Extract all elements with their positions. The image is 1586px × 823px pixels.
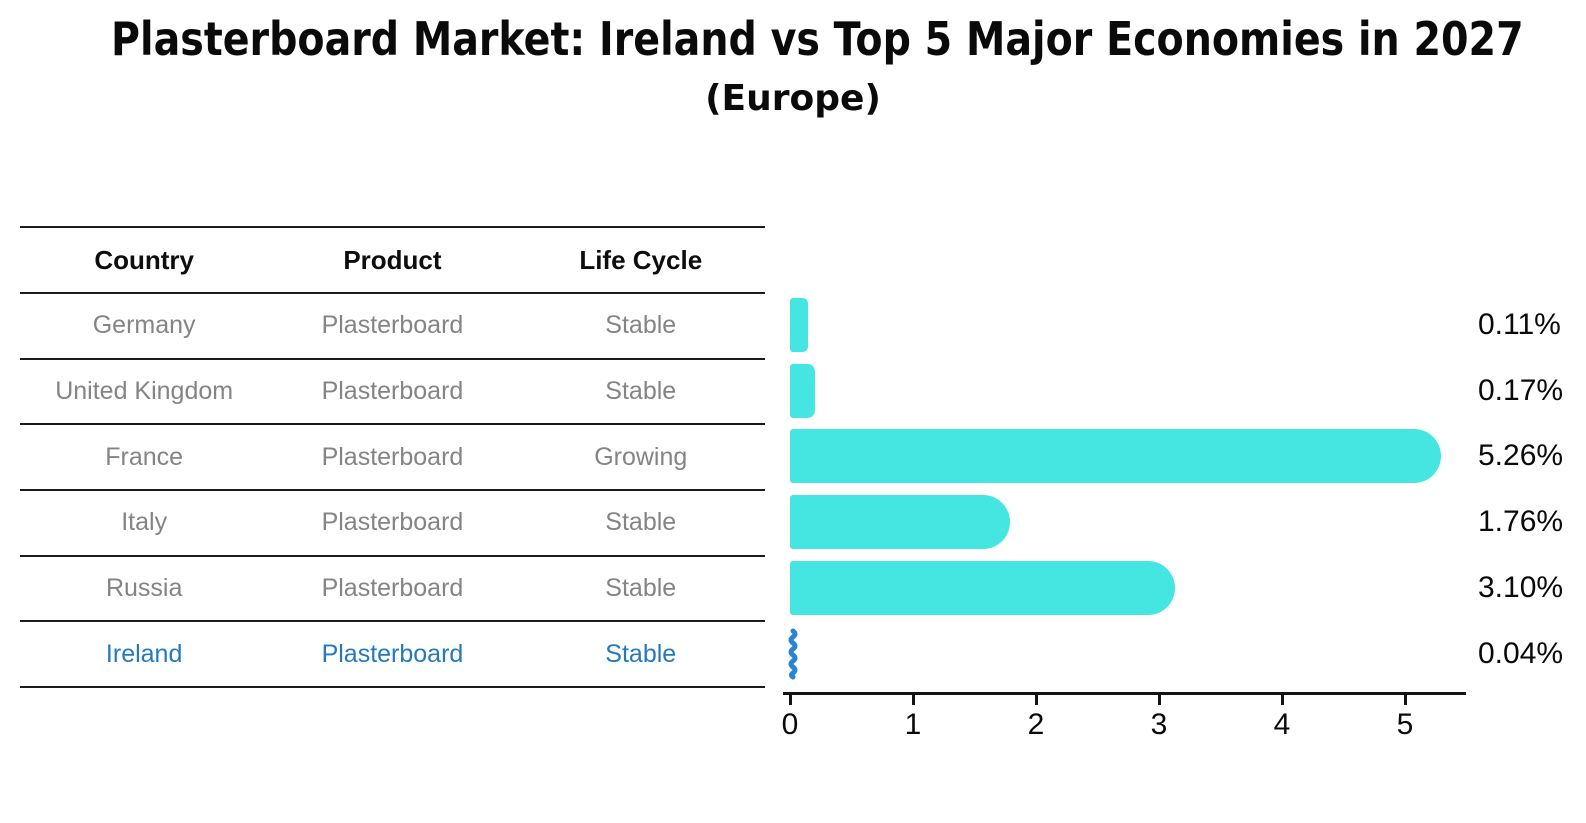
value-label-ireland: 0.04% [1478, 636, 1564, 670]
x-tick-label-0: 0 [781, 708, 799, 741]
bar-france [790, 429, 1441, 484]
table-header-product: Product [343, 244, 442, 275]
table-header-life-cycle: Life Cycle [579, 244, 703, 275]
table-row-france: France Plasterboard Growing [20, 425, 765, 492]
product-cell: Plasterboard [321, 377, 464, 406]
life-cycle-cell: Growing [594, 442, 688, 471]
table-row-russia: Russia Plasterboard Stable [20, 557, 765, 623]
table-row-italy: Italy Plasterboard Stable [20, 491, 765, 557]
life-cycle-cell: Stable [605, 311, 677, 340]
product-cell: Plasterboard [321, 311, 464, 340]
product-cell: Plasterboard [321, 508, 464, 537]
value-label-united-kingdom: 0.17% [1478, 373, 1564, 407]
x-tick-3 [1157, 695, 1161, 705]
country-cell: France [105, 442, 184, 471]
country-table: Country Product Life Cycle Germany Plasterbo… [20, 226, 765, 689]
country-cell: Ireland [105, 639, 183, 668]
table-header-country: Country [94, 244, 194, 275]
bar-united-kingdom [790, 363, 815, 418]
value-label-germany: 0.11% [1478, 308, 1561, 341]
x-tick-4 [1280, 695, 1284, 705]
country-cell: United Kingdom [55, 377, 234, 406]
value-label-italy: 1.76% [1478, 505, 1564, 539]
x-tick-label-4: 4 [1273, 708, 1291, 741]
x-tick-label-2: 2 [1027, 708, 1045, 741]
x-tick-label-1: 1 [904, 708, 922, 741]
x-tick-5 [1403, 695, 1407, 705]
chart-title: Plasterboard Market: Ireland vs Top 5 Ma… [111, 12, 1524, 66]
value-label-france: 5.26% [1478, 439, 1564, 473]
bar-russia [790, 560, 1176, 615]
product-cell: Plasterboard [321, 442, 464, 471]
x-tick-1 [911, 695, 915, 705]
x-tick-2 [1034, 695, 1038, 705]
product-cell: Plasterboard [321, 639, 464, 668]
chart-subtitle: (Europe) [705, 78, 881, 119]
value-label-russia: 3.10% [1478, 570, 1564, 604]
life-cycle-cell: Stable [605, 639, 677, 668]
squiggle-path [788, 628, 798, 679]
bar-italy [790, 495, 1011, 550]
bar-ireland-highlight [788, 628, 798, 679]
x-tick-label-5: 5 [1396, 708, 1414, 741]
life-cycle-cell: Stable [605, 574, 677, 603]
life-cycle-cell: Stable [605, 508, 677, 537]
x-tick-label-3: 3 [1150, 708, 1168, 741]
table-row-germany: Germany Plasterboard Stable [20, 294, 765, 360]
life-cycle-cell: Stable [605, 377, 677, 406]
country-cell: Germany [92, 311, 196, 340]
x-tick-0 [788, 695, 792, 705]
table-row-united-kingdom: United Kingdom Plasterboard Stable [20, 360, 765, 426]
table-header-row: Country Product Life Cycle [20, 228, 765, 294]
country-cell: Italy [121, 508, 168, 537]
table-row-ireland: Ireland Plasterboard Stable [20, 622, 765, 689]
bar-germany [790, 298, 808, 352]
country-cell: Russia [105, 574, 183, 603]
product-cell: Plasterboard [321, 574, 464, 603]
x-axis-line [783, 692, 1466, 695]
